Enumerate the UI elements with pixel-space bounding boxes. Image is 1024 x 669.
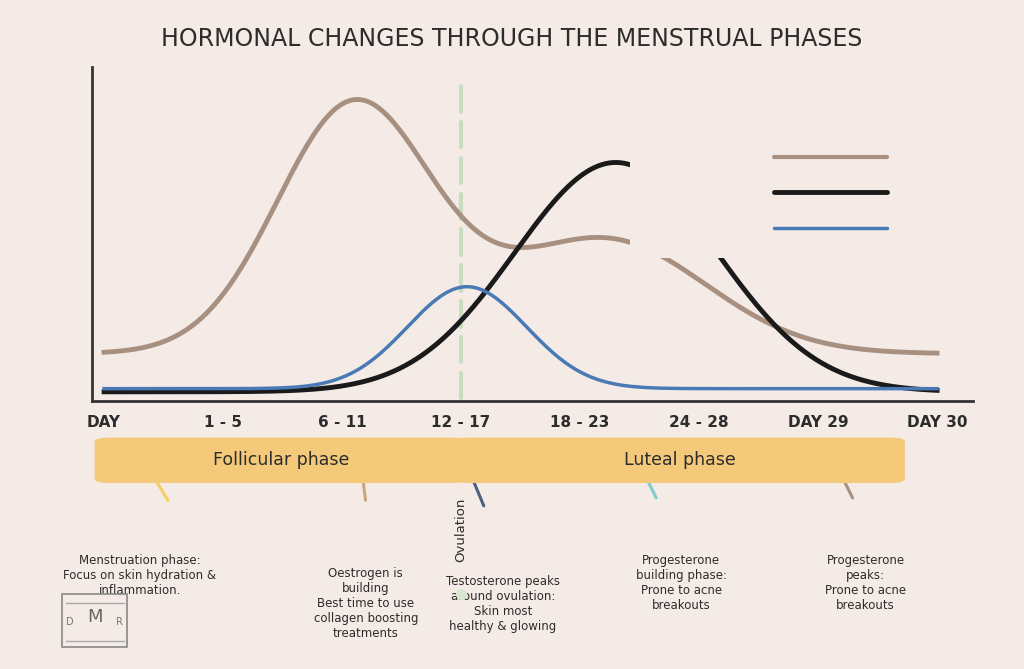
Text: M: M bbox=[87, 608, 102, 626]
Text: Oestrogen is
building
Best time to use
collagen boosting
treatments: Oestrogen is building Best time to use c… bbox=[313, 567, 418, 640]
Text: Luteal phase: Luteal phase bbox=[625, 452, 736, 469]
Text: Follicular phase: Follicular phase bbox=[213, 452, 349, 469]
FancyBboxPatch shape bbox=[456, 438, 905, 483]
Text: R: R bbox=[116, 617, 123, 627]
Text: Testosterone peaks
around ovulation:
Skin most
healthy & glowing: Testosterone peaks around ovulation: Ski… bbox=[445, 575, 560, 634]
Text: Testosterone: Testosterone bbox=[649, 220, 746, 235]
FancyBboxPatch shape bbox=[625, 124, 911, 260]
FancyBboxPatch shape bbox=[94, 438, 467, 483]
Text: Progesterone
building phase:
Prone to acne
breakouts: Progesterone building phase: Prone to ac… bbox=[636, 554, 727, 612]
Text: Oestrogen: Oestrogen bbox=[649, 150, 729, 165]
Text: Ovulation: Ovulation bbox=[455, 498, 468, 562]
Text: Menstruation phase:
Focus on skin hydration &
inflammation.: Menstruation phase: Focus on skin hydrat… bbox=[63, 554, 216, 597]
Text: HORMONAL CHANGES THROUGH THE MENSTRUAL PHASES: HORMONAL CHANGES THROUGH THE MENSTRUAL P… bbox=[162, 27, 862, 51]
Text: Progesterone: Progesterone bbox=[649, 185, 751, 200]
Text: Progesterone
peaks:
Prone to acne
breakouts: Progesterone peaks: Prone to acne breako… bbox=[825, 554, 906, 612]
Text: D: D bbox=[67, 617, 74, 627]
